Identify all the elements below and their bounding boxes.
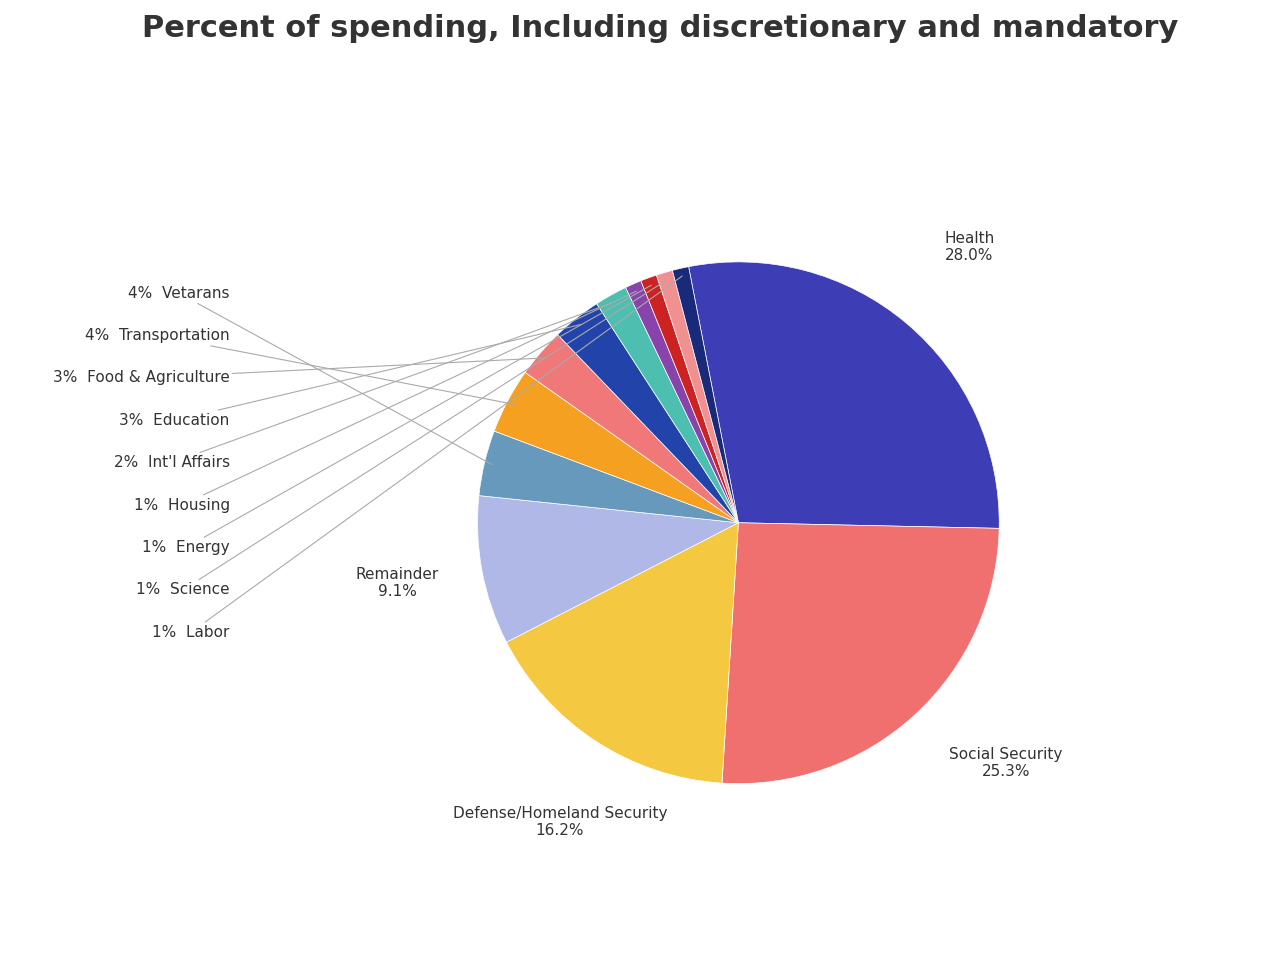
Text: 1%  Housing: 1% Housing bbox=[134, 291, 637, 512]
Wedge shape bbox=[657, 271, 738, 523]
Title: Percent of spending, Including discretionary and mandatory: Percent of spending, Including discretio… bbox=[142, 14, 1179, 43]
Text: 1%  Energy: 1% Energy bbox=[142, 285, 651, 555]
Wedge shape bbox=[672, 267, 738, 523]
Text: 3%  Education: 3% Education bbox=[119, 324, 581, 428]
Wedge shape bbox=[479, 431, 738, 523]
Text: 4%  Vetarans: 4% Vetarans bbox=[128, 285, 492, 465]
Wedge shape bbox=[506, 523, 738, 783]
Text: Defense/Homeland Security
16.2%: Defense/Homeland Security 16.2% bbox=[453, 805, 667, 838]
Text: 2%  Int'l Affairs: 2% Int'l Affairs bbox=[114, 302, 615, 470]
Text: 1%  Labor: 1% Labor bbox=[152, 276, 682, 640]
Wedge shape bbox=[557, 304, 738, 523]
Text: Remainder
9.1%: Remainder 9.1% bbox=[356, 567, 438, 599]
Text: Social Security
25.3%: Social Security 25.3% bbox=[950, 747, 1062, 779]
Wedge shape bbox=[477, 496, 738, 642]
Wedge shape bbox=[596, 287, 738, 523]
Wedge shape bbox=[641, 275, 738, 523]
Wedge shape bbox=[722, 523, 999, 784]
Text: 1%  Science: 1% Science bbox=[135, 281, 667, 597]
Wedge shape bbox=[625, 281, 738, 523]
Text: 4%  Transportation: 4% Transportation bbox=[85, 328, 515, 404]
Text: 3%  Food & Agriculture: 3% Food & Agriculture bbox=[53, 357, 547, 386]
Wedge shape bbox=[689, 262, 999, 528]
Text: Health
28.0%: Health 28.0% bbox=[944, 231, 995, 264]
Wedge shape bbox=[494, 372, 738, 523]
Wedge shape bbox=[525, 335, 738, 523]
